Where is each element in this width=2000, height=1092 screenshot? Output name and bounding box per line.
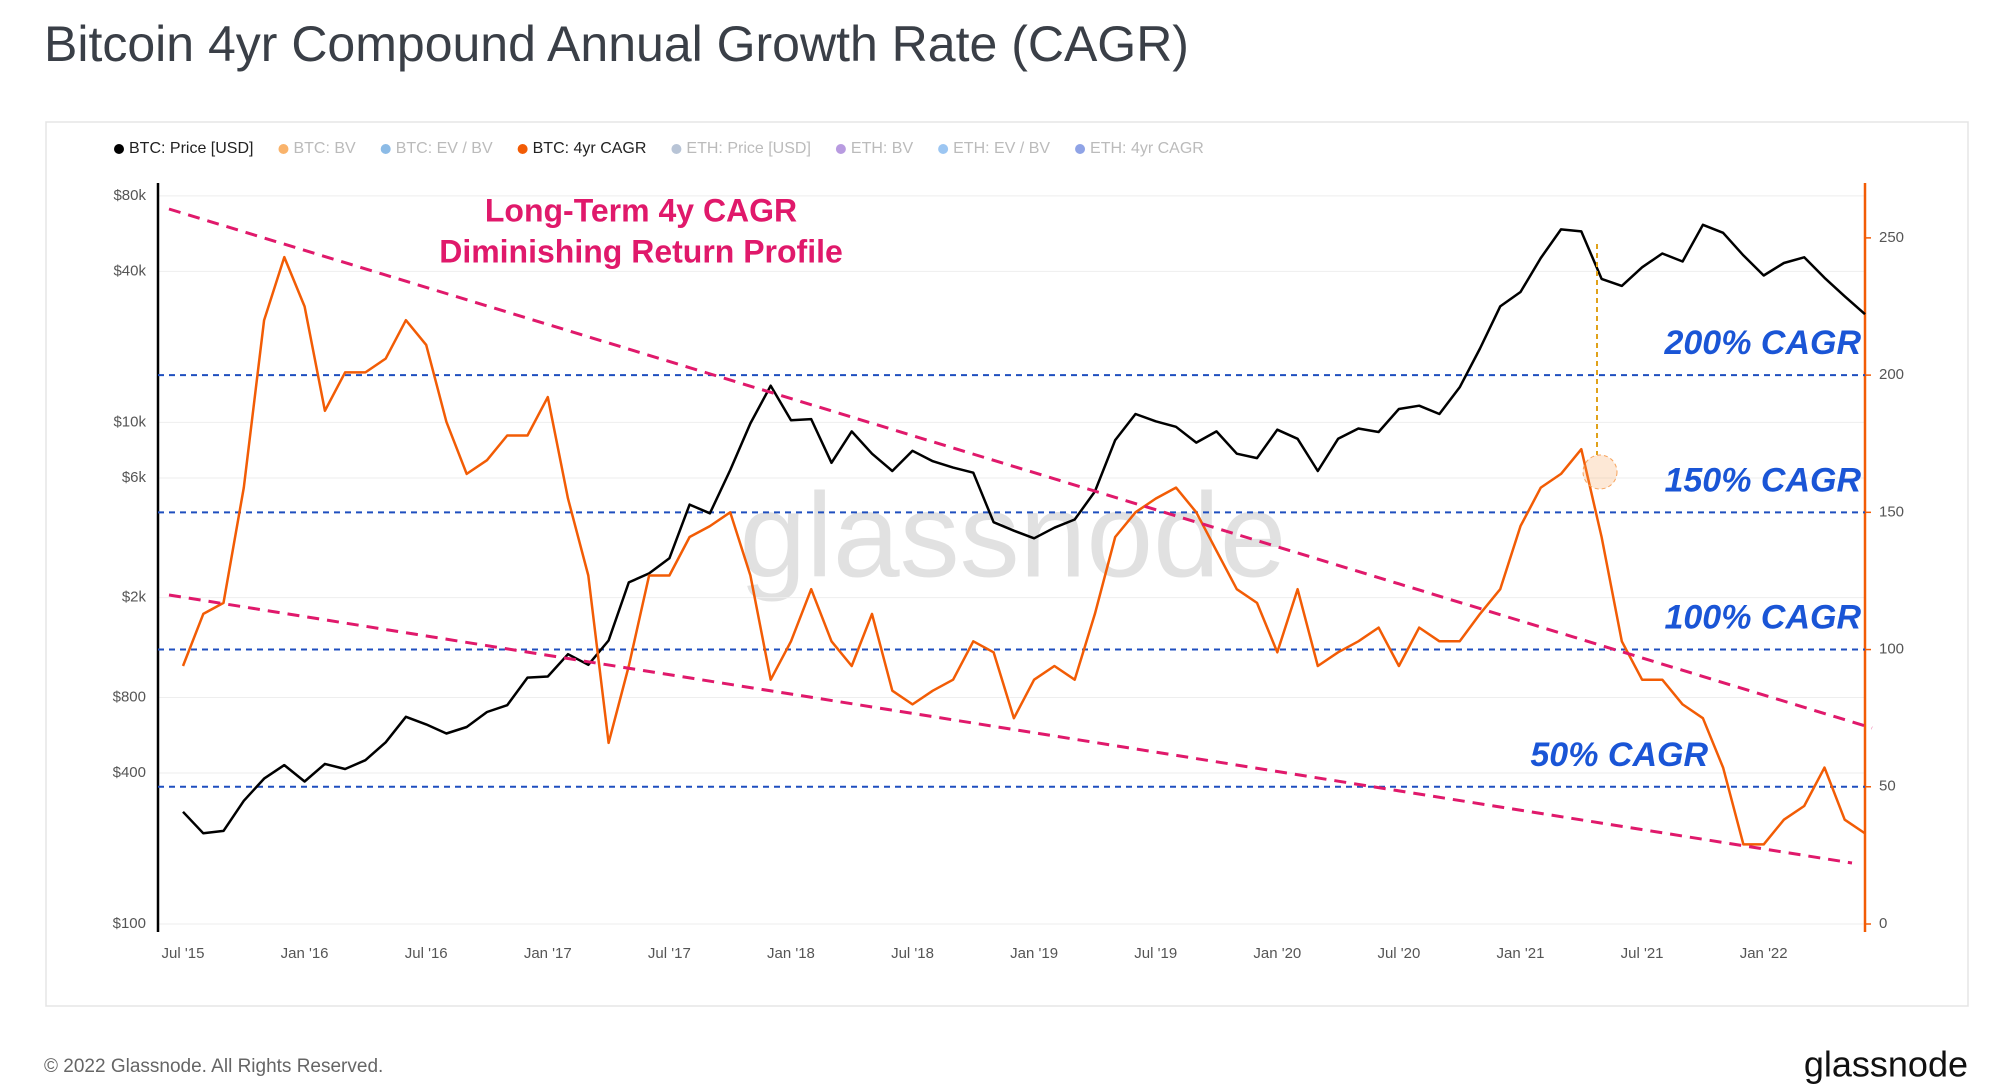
y2-tick-label: 0 [1879,915,1887,932]
x-tick-label: Jul '19 [1134,945,1177,962]
x-tick-label: Jan '18 [767,945,815,962]
x-tick-label: Jan '17 [524,945,572,962]
y-tick-label: $400 [113,764,146,781]
y-tick-label: $2k [122,589,147,606]
highlight-circle [1582,454,1618,490]
x-tick-label: Jul '17 [648,945,691,962]
y2-tick-label: 200 [1879,366,1904,383]
x-tick-label: Jan '22 [1740,945,1788,962]
logo: glassnode [1804,1044,1968,1085]
legend-dot [835,144,846,154]
copyright: © 2022 Glassnode. All Rights Reserved. [44,1056,383,1077]
series-line [182,223,1866,835]
x-tick-label: Jan '16 [281,945,329,962]
legend-label: BTC: Price [USD] [129,140,253,157]
y-tick-label: $40k [113,262,146,279]
legend-dot [1075,144,1086,154]
legend-label: ETH: 4yr CAGR [1090,140,1204,157]
reference-label: 50% CAGR [1530,736,1708,774]
y2-tick-label: 250 [1879,229,1904,246]
y-tick-label: $10k [113,413,146,430]
legend-dot [938,144,949,154]
x-tick-label: Jul '20 [1377,945,1420,962]
series-line [181,255,1866,846]
x-tick-label: Jan '21 [1497,945,1545,962]
annotation: Long-Term 4y CAGR [485,192,797,228]
legend-dot [278,144,289,154]
reference-label: 150% CAGR [1664,461,1861,499]
legend-label: BTC: EV / BV [396,140,493,157]
legend-label: ETH: EV / BV [953,140,1050,157]
trend-line [168,207,1873,730]
plot: $100 $400 $800 $2k $6k $10k $40k $80k 0 50 100 150 2… [113,140,1904,962]
legend-label: BTC: 4yr CAGR [533,140,647,157]
legend-label: ETH: BV [851,140,914,157]
y-tick-label: $80k [113,187,146,204]
reference-label: 100% CAGR [1664,599,1861,637]
legend-label: BTC: BV [293,140,356,157]
reference-label: 200% CAGR [1663,324,1861,362]
legend-dot [671,144,682,154]
y2-tick-label: 150 [1879,503,1904,520]
x-tick-label: Jul '21 [1621,945,1664,962]
legend-dot [517,144,528,154]
y-tick-label: $800 [113,688,146,705]
x-tick-label: Jan '20 [1253,945,1301,962]
y2-tick-label: 100 [1879,641,1904,658]
x-tick-label: Jan '19 [1010,945,1058,962]
y-tick-label: $100 [113,915,146,932]
y2-tick-label: 50 [1879,778,1896,795]
annotation: Diminishing Return Profile [439,233,843,269]
x-tick-label: Jul '15 [162,945,205,962]
legend-dot [380,144,391,154]
trend-line [168,593,1853,865]
x-tick-label: Jul '18 [891,945,934,962]
watermark: glassnode [739,469,1286,603]
chart-frame [45,121,1969,1007]
legend-dot [114,144,124,154]
legend-label: ETH: Price [USD] [686,140,810,157]
y-tick-label: $6k [122,469,147,486]
chart-title: Bitcoin 4yr Compound Annual Growth Rate … [44,16,1189,72]
x-tick-label: Jul '16 [405,945,448,962]
